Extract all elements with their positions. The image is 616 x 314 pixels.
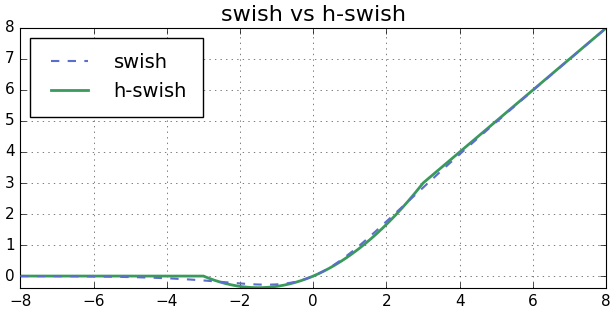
h-swish (254, 286, 262, 290)
h-swish (602, 26, 610, 30)
swish (602, 26, 610, 30)
Line: swish: swish (20, 28, 606, 285)
swish (302, 277, 309, 281)
h-swish (478, 131, 485, 135)
h-swish (585, 41, 593, 44)
h-swish (17, 274, 24, 278)
swish (46, 274, 54, 278)
Line: h-swish: h-swish (20, 28, 606, 288)
swish (286, 281, 294, 285)
swish (585, 41, 593, 44)
swish (17, 274, 24, 278)
Title: swish vs h-swish: swish vs h-swish (221, 5, 406, 25)
swish (478, 133, 485, 137)
h-swish (586, 40, 593, 44)
h-swish (302, 277, 309, 281)
swish (586, 40, 593, 44)
h-swish (46, 274, 54, 278)
Legend: swish, h-swish: swish, h-swish (30, 38, 203, 116)
swish (263, 283, 270, 287)
h-swish (286, 282, 294, 286)
